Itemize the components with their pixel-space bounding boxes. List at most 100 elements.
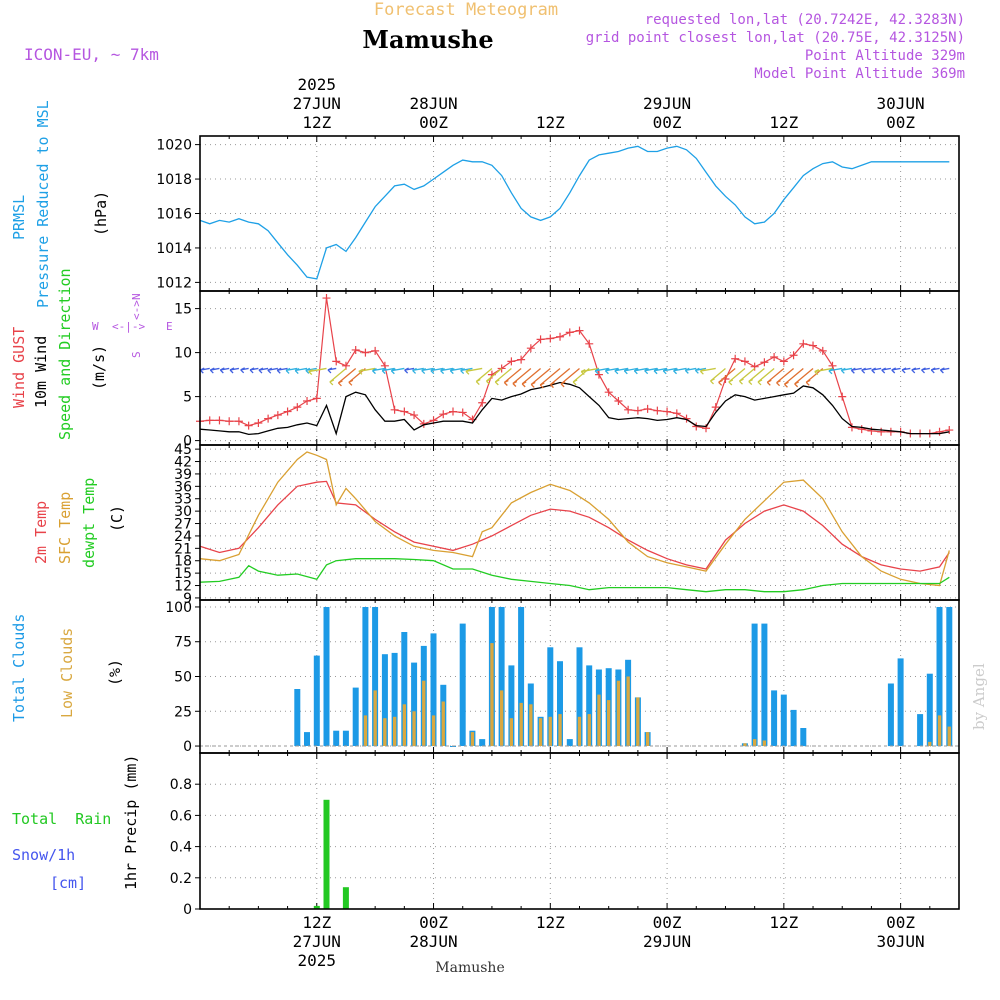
precipitation-ytick-label: 0.4 — [170, 840, 192, 856]
wind-arrow — [503, 367, 522, 384]
gust-point — [877, 427, 886, 436]
gust-point — [643, 404, 652, 413]
bar-total-clouds — [342, 730, 349, 746]
gust-point — [390, 405, 399, 414]
bar-total-clouds — [459, 623, 466, 746]
pressure-label-2: Pressure Reduced to MSL — [34, 100, 52, 308]
gust-point — [575, 326, 584, 335]
gust-point — [585, 339, 594, 348]
compass-south: S — [130, 351, 143, 358]
gust-point — [565, 328, 574, 337]
wind-arrow-head — [305, 367, 311, 374]
wind-arrow — [748, 367, 765, 383]
bottom-time-label: 12Z — [769, 913, 798, 932]
top-time-label: 28JUN — [409, 94, 457, 113]
bottom-time-label: 29JUN — [643, 932, 691, 951]
wind-arrow-head — [871, 367, 876, 374]
gust-point — [322, 294, 331, 303]
bar-low-clouds — [577, 716, 582, 746]
gust-point — [624, 405, 633, 414]
wind-arrow-head — [503, 379, 509, 386]
wind-arrow-head — [840, 367, 846, 374]
bar-total-clouds — [557, 661, 563, 746]
gust-point — [935, 427, 944, 436]
bar-low-clouds — [616, 680, 621, 747]
wind-arrow-head — [623, 368, 629, 375]
bar-total-rain — [313, 905, 320, 909]
wind-arrow — [728, 367, 746, 383]
pressure-label-1: PRMSL — [10, 195, 28, 240]
wind-arrow-head — [348, 379, 354, 386]
bar-low-clouds — [490, 643, 494, 746]
wind-direction-arrows — [199, 367, 950, 389]
wind-arrow — [794, 367, 814, 385]
wind-arrow — [718, 367, 736, 383]
wind-arrow — [512, 367, 532, 384]
panel-wind: 0 5 10 15 — [174, 290, 960, 450]
precipitation-ytick-label: 0.6 — [170, 808, 192, 824]
wind-arrow-head — [209, 367, 215, 374]
wind-arrow-head — [512, 380, 518, 387]
pressure-unit: (hPa) — [92, 191, 110, 236]
wind-arrow-head — [440, 368, 445, 375]
wind-arrow-head — [710, 378, 715, 385]
gust-point — [672, 409, 681, 418]
wind-label-3: Speed and Direction — [56, 268, 74, 440]
wind-arrow — [757, 367, 775, 383]
wind-arrow-head — [329, 379, 335, 386]
bar-low-clouds — [762, 740, 766, 747]
wind-arrow-head — [594, 368, 600, 375]
gust-point — [526, 344, 535, 353]
wind-arrow-head — [633, 368, 639, 375]
gust-point — [254, 419, 263, 427]
wind-arrow-head — [930, 367, 936, 374]
gust-point — [809, 341, 818, 350]
bar-low-clouds — [509, 718, 513, 746]
bar-low-clouds — [363, 715, 368, 746]
gust-point — [663, 407, 672, 416]
gust-point — [779, 357, 788, 366]
temperature-ytick-label: 9 — [183, 591, 192, 607]
footer-location: Mamushe — [435, 960, 504, 976]
bar-total-clouds — [926, 673, 933, 746]
gust-point — [594, 370, 603, 379]
bar-total-clouds — [547, 647, 554, 747]
wind-arrow — [550, 367, 571, 386]
wind-arrow-head — [748, 378, 754, 386]
wind-arrow — [776, 367, 794, 384]
bottom-time-label: 00Z — [886, 913, 915, 932]
top-time-label: 30JUN — [877, 94, 925, 113]
series-wind-gust — [199, 297, 950, 435]
precip-label-1: Total Rain — [12, 810, 111, 828]
wind-arrow — [494, 367, 512, 383]
bottom-time-label: 00Z — [419, 913, 448, 932]
bar-low-clouds — [597, 694, 601, 747]
wind-arrow-head — [308, 368, 314, 376]
gust-point — [750, 362, 759, 371]
temperature-ytick-label: 42 — [174, 455, 192, 471]
wind-arrow-head — [805, 379, 811, 386]
gust-point — [293, 403, 302, 412]
bar-total-clouds — [518, 607, 525, 747]
wind-arrow — [465, 367, 483, 372]
bar-total-clouds — [897, 658, 904, 746]
gust-point — [604, 388, 613, 397]
top-time-label: 00Z — [653, 113, 682, 132]
wind-arrow — [308, 367, 327, 373]
wind-arrow — [710, 367, 726, 382]
temperature-frame — [199, 444, 960, 601]
wind-arrow-head — [229, 367, 235, 374]
bottom-time-label: 00Z — [653, 913, 682, 932]
bar-total-clouds — [508, 665, 515, 747]
point-altitude: Point Altitude 329m — [805, 48, 965, 64]
wind-arrow-head — [390, 368, 396, 375]
wind-label-1: Wind GUST — [10, 327, 28, 408]
temp-label-2: SFC Temp — [56, 492, 74, 564]
pressure-ytick-label: 1020 — [156, 138, 192, 154]
temp-labels: 2m Temp SFC Temp dewpt Temp (C) — [32, 478, 126, 568]
temperature-ytick-label: 45 — [174, 442, 192, 458]
gust-point — [847, 423, 856, 432]
temperature-ytick-label: 18 — [174, 554, 192, 570]
gust-point — [371, 346, 380, 355]
model-altitude: Model Point Altitude 369m — [754, 66, 965, 82]
